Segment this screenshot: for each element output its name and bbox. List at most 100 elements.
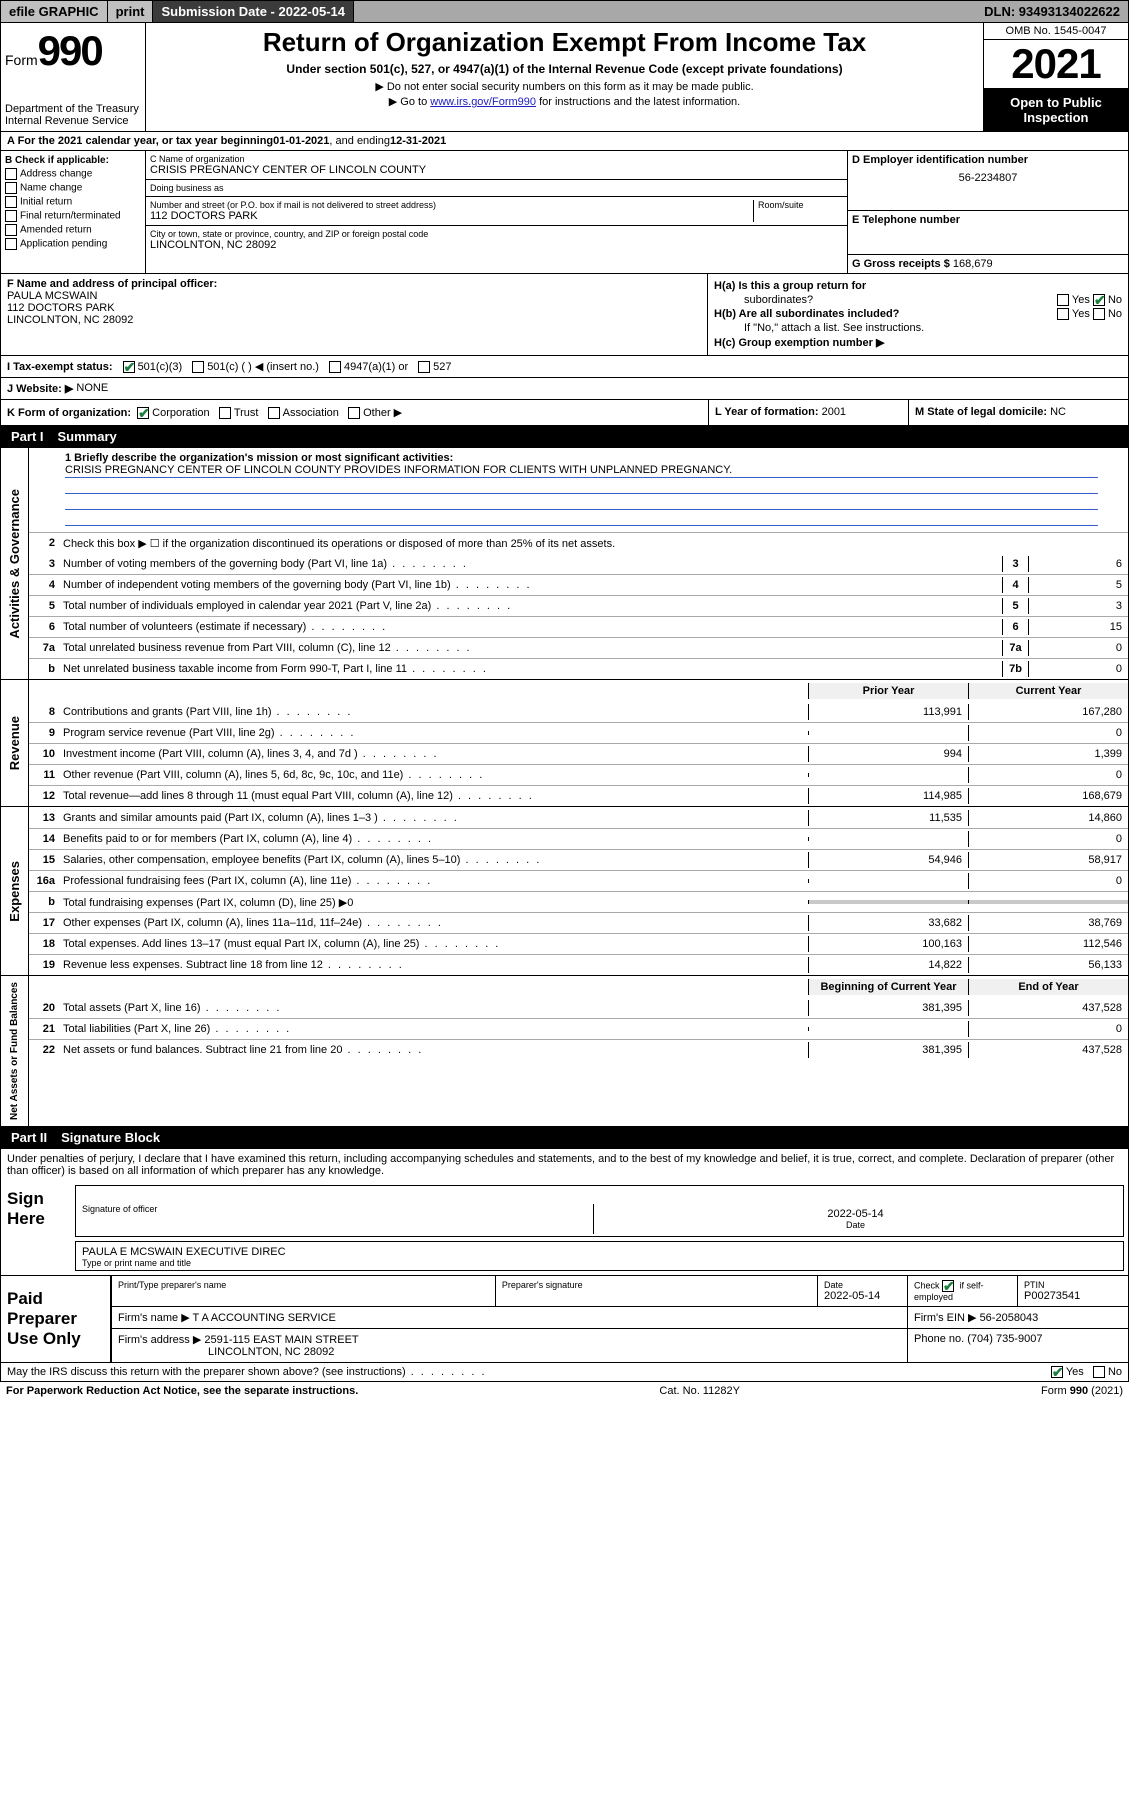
- q2-text: Check this box ▶ ☐ if the organization d…: [59, 535, 1128, 552]
- sign-here-label: Sign Here: [1, 1181, 71, 1275]
- summary-row: 11Other revenue (Part VIII, column (A), …: [29, 764, 1128, 785]
- summary-row: 21Total liabilities (Part X, line 26)0: [29, 1018, 1128, 1039]
- cat-no: Cat. No. 11282Y: [659, 1385, 740, 1397]
- firm-addr1: 2591-115 EAST MAIN STREET: [204, 1334, 358, 1346]
- gross-receipts-label: G Gross receipts $: [852, 258, 950, 270]
- website-row: J Website: ▶ NONE: [0, 378, 1129, 400]
- sig-date-label: Date: [600, 1220, 1111, 1230]
- summary-row: 7aTotal unrelated business revenue from …: [29, 637, 1128, 658]
- summary-row: 17Other expenses (Part IX, column (A), l…: [29, 912, 1128, 933]
- paid-preparer-label: Paid Preparer Use Only: [1, 1276, 111, 1362]
- firm-ein: 56-2058043: [980, 1312, 1039, 1324]
- k-corporation[interactable]: [137, 407, 149, 419]
- check-initial-return[interactable]: Initial return: [5, 196, 141, 208]
- firm-name: T A ACCOUNTING SERVICE: [193, 1312, 336, 1324]
- te-527[interactable]: [418, 361, 430, 373]
- summary-row: 4Number of independent voting members of…: [29, 574, 1128, 595]
- instructions-line: ▶ Go to www.irs.gov/Form990 for instruct…: [156, 95, 973, 108]
- dba-label: Doing business as: [150, 183, 843, 193]
- mission-text: CRISIS PREGNANCY CENTER OF LINCOLN COUNT…: [65, 464, 1098, 478]
- ein-value: 56-2234807: [852, 172, 1124, 184]
- check-name-change[interactable]: Name change: [5, 182, 141, 194]
- part-ii-header: Part II Signature Block: [0, 1127, 1129, 1149]
- col-current-year: Current Year: [968, 683, 1128, 699]
- part-i-header: Part I Summary: [0, 426, 1129, 448]
- org-name-label: C Name of organization: [150, 154, 843, 164]
- state-domicile: NC: [1050, 406, 1066, 418]
- dept-treasury: Department of the Treasury: [5, 103, 141, 115]
- te-501c[interactable]: [192, 361, 204, 373]
- discuss-yes[interactable]: [1051, 1366, 1063, 1378]
- summary-row: 13Grants and similar amounts paid (Part …: [29, 807, 1128, 828]
- summary-row: 15Salaries, other compensation, employee…: [29, 849, 1128, 870]
- officer-label: F Name and address of principal officer:: [7, 278, 217, 290]
- check-amended-return[interactable]: Amended return: [5, 224, 141, 236]
- summary-row: 18Total expenses. Add lines 13–17 (must …: [29, 933, 1128, 954]
- submission-date: Submission Date - 2022-05-14: [153, 1, 354, 22]
- form-number: Form990: [5, 27, 141, 75]
- gross-receipts-value: 168,679: [953, 258, 993, 270]
- form-footer: 990: [1070, 1385, 1088, 1397]
- hb-no[interactable]: [1093, 308, 1105, 320]
- city-label: City or town, state or province, country…: [150, 229, 843, 239]
- penalties-text: Under penalties of perjury, I declare th…: [1, 1149, 1128, 1181]
- k-other[interactable]: [348, 407, 360, 419]
- ha-no[interactable]: [1093, 294, 1105, 306]
- type-name-label: Type or print name and title: [82, 1258, 1117, 1268]
- efile-topbar: efile GRAPHIC print Submission Date - 20…: [0, 0, 1129, 23]
- form-title: Return of Organization Exempt From Incom…: [156, 27, 973, 58]
- side-expenses: Expenses: [5, 855, 24, 928]
- summary-row: 16aProfessional fundraising fees (Part I…: [29, 870, 1128, 891]
- website-value: NONE: [76, 382, 108, 395]
- summary-row: 14Benefits paid to or for members (Part …: [29, 828, 1128, 849]
- te-4947[interactable]: [329, 361, 341, 373]
- omb-number: OMB No. 1545-0047: [984, 23, 1128, 40]
- discuss-no[interactable]: [1093, 1366, 1105, 1378]
- street-address: 112 DOCTORS PARK: [150, 210, 753, 222]
- summary-row: 9Program service revenue (Part VIII, lin…: [29, 722, 1128, 743]
- summary-row: 12Total revenue—add lines 8 through 11 (…: [29, 785, 1128, 806]
- form-subtitle: Under section 501(c), 527, or 4947(a)(1)…: [156, 62, 973, 76]
- firm-phone: (704) 735-9007: [967, 1333, 1042, 1345]
- side-revenue: Revenue: [5, 710, 24, 776]
- efile-label: efile GRAPHIC: [1, 1, 108, 22]
- officer-group-section: F Name and address of principal officer:…: [0, 274, 1129, 356]
- hb-yes[interactable]: [1057, 308, 1069, 320]
- part-i-body: Activities & Governance 1 Briefly descri…: [0, 448, 1129, 1127]
- k-association[interactable]: [268, 407, 280, 419]
- summary-row: 8Contributions and grants (Part VIII, li…: [29, 701, 1128, 722]
- form990-link[interactable]: www.irs.gov/Form990: [430, 96, 536, 108]
- summary-row: 5Total number of individuals employed in…: [29, 595, 1128, 616]
- check-final-return[interactable]: Final return/terminated: [5, 210, 141, 222]
- col-prior-year: Prior Year: [808, 683, 968, 699]
- ha-yes[interactable]: [1057, 294, 1069, 306]
- summary-row: bNet unrelated business taxable income f…: [29, 658, 1128, 679]
- summary-row: bTotal fundraising expenses (Part IX, co…: [29, 891, 1128, 912]
- city-value: LINCOLNTON, NC 28092: [150, 239, 843, 251]
- sig-date-value: 2022-05-14: [600, 1208, 1111, 1220]
- form-org-row: K Form of organization: Corporation Trus…: [0, 400, 1129, 426]
- street-label: Number and street (or P.O. box if mail i…: [150, 200, 753, 210]
- tax-year-row: A For the 2021 calendar year, or tax yea…: [0, 132, 1129, 151]
- firm-addr2: LINCOLNTON, NC 28092: [118, 1346, 901, 1358]
- year-formation: 2001: [822, 406, 846, 418]
- signature-block: Under penalties of perjury, I declare th…: [0, 1149, 1129, 1363]
- summary-row: 19Revenue less expenses. Subtract line 1…: [29, 954, 1128, 975]
- check-address-change[interactable]: Address change: [5, 168, 141, 180]
- summary-row: 6Total number of volunteers (estimate if…: [29, 616, 1128, 637]
- org-name: CRISIS PREGNANCY CENTER OF LINCOLN COUNT…: [150, 164, 843, 176]
- tax-year: 2021: [984, 40, 1128, 88]
- pra-notice: For Paperwork Reduction Act Notice, see …: [6, 1385, 358, 1397]
- col-end-year: End of Year: [968, 979, 1128, 995]
- check-application-pending[interactable]: Application pending: [5, 238, 141, 250]
- irs-discuss-row: May the IRS discuss this return with the…: [0, 1363, 1129, 1382]
- self-employed-check[interactable]: [942, 1280, 954, 1292]
- te-501c3[interactable]: [123, 361, 135, 373]
- open-to-public: Open to Public Inspection: [984, 88, 1128, 131]
- sig-officer-label: Signature of officer: [82, 1204, 593, 1214]
- print-button[interactable]: print: [108, 1, 154, 22]
- dln-label: DLN: 93493134022622: [976, 1, 1128, 22]
- col-beginning-year: Beginning of Current Year: [808, 979, 968, 995]
- k-trust[interactable]: [219, 407, 231, 419]
- ssn-warning: ▶ Do not enter social security numbers o…: [156, 80, 973, 93]
